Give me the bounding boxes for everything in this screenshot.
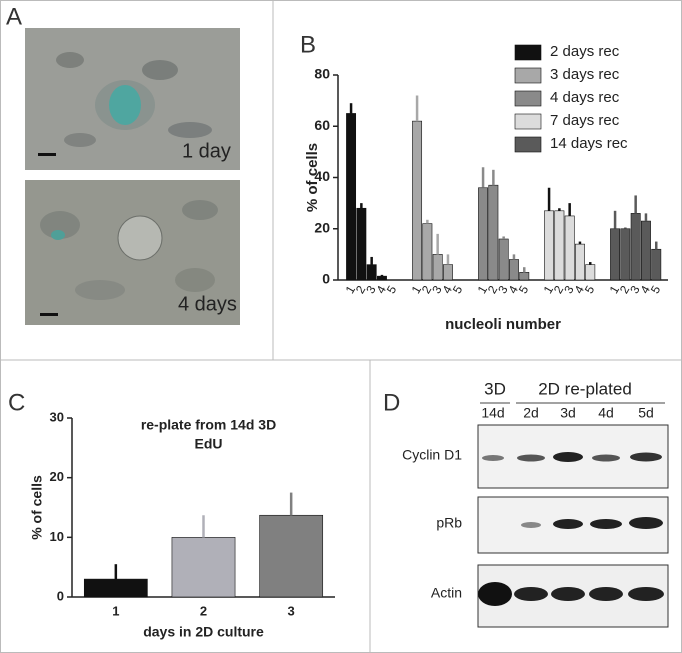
legend-label: 3 days rec [550, 66, 620, 83]
row-label: Actin [431, 585, 462, 601]
x-tick-label: 2 [200, 603, 207, 618]
bar [422, 223, 433, 281]
bar [554, 210, 565, 281]
bar [564, 215, 575, 281]
y-axis-label: % of cells [29, 475, 45, 540]
bar [544, 210, 555, 281]
bar [610, 228, 621, 281]
bar [509, 259, 519, 281]
bar [651, 248, 662, 281]
legend-swatch [514, 67, 542, 84]
bar [377, 275, 387, 281]
bar [83, 578, 148, 598]
x-tick-label: 3 [288, 603, 295, 618]
panel-label: A [6, 3, 22, 30]
bar [259, 514, 324, 598]
y-tick-label: 40 [314, 168, 330, 184]
bar [575, 243, 585, 281]
y-tick-label: 0 [57, 588, 64, 603]
row-label: pRb [436, 515, 462, 531]
bar [585, 264, 596, 281]
lane-label: 4d [598, 405, 614, 421]
bar [498, 238, 509, 281]
y-tick-label: 30 [50, 409, 64, 424]
bar [519, 272, 530, 281]
bar [488, 184, 499, 281]
micrograph-label: 4 days [178, 293, 237, 315]
western-blot: 3D 2D re-plated [477, 379, 669, 628]
blot-group-label: 2D re-plated [538, 379, 632, 398]
bar [412, 120, 423, 281]
bar [620, 228, 631, 281]
x-tick-label: 1 [112, 603, 119, 618]
bar [478, 187, 489, 281]
micrograph: 1 day [25, 28, 240, 170]
lane-label: 14d [481, 405, 504, 421]
lane-label: 3d [560, 405, 576, 421]
lane-label: 5d [638, 405, 654, 421]
legend-label: 4 days rec [550, 89, 620, 106]
lane-label: 2d [523, 405, 539, 421]
bar [432, 254, 443, 281]
bar [356, 207, 367, 281]
y-axis-label: % of cells [304, 143, 321, 212]
legend-swatch [514, 113, 542, 130]
y-tick-label: 0 [322, 271, 330, 287]
legend-label: 14 days rec [550, 135, 628, 152]
legend-swatch [514, 136, 542, 153]
row-label: Cyclin D1 [402, 447, 462, 463]
legend-label: 2 days rec [550, 43, 620, 60]
micrograph-label: 1 day [182, 140, 231, 162]
chart-title: re-plate from 14d 3D [141, 417, 276, 433]
bar [641, 220, 651, 281]
y-tick-label: 60 [314, 117, 330, 133]
legend-label: 7 days rec [550, 112, 620, 129]
micrograph: 4 days [25, 180, 240, 325]
bar [630, 213, 641, 281]
chart-subtitle: EdU [195, 436, 223, 452]
x-axis-label: days in 2D culture [143, 624, 264, 640]
bar [171, 537, 236, 598]
y-tick-label: 20 [50, 469, 64, 484]
y-tick-label: 20 [314, 219, 330, 235]
legend-swatch [514, 44, 542, 61]
panel-label: C [8, 389, 25, 416]
bar [443, 264, 453, 281]
bar [346, 113, 357, 281]
x-axis-label: nucleoli number [445, 316, 561, 333]
blot-group-label: 3D [484, 379, 506, 398]
panel-label: D [383, 389, 400, 416]
panel-label: B [300, 31, 316, 58]
bar [366, 264, 377, 281]
legend-swatch [514, 90, 542, 107]
y-tick-label: 10 [50, 529, 64, 544]
y-tick-label: 80 [314, 66, 330, 82]
